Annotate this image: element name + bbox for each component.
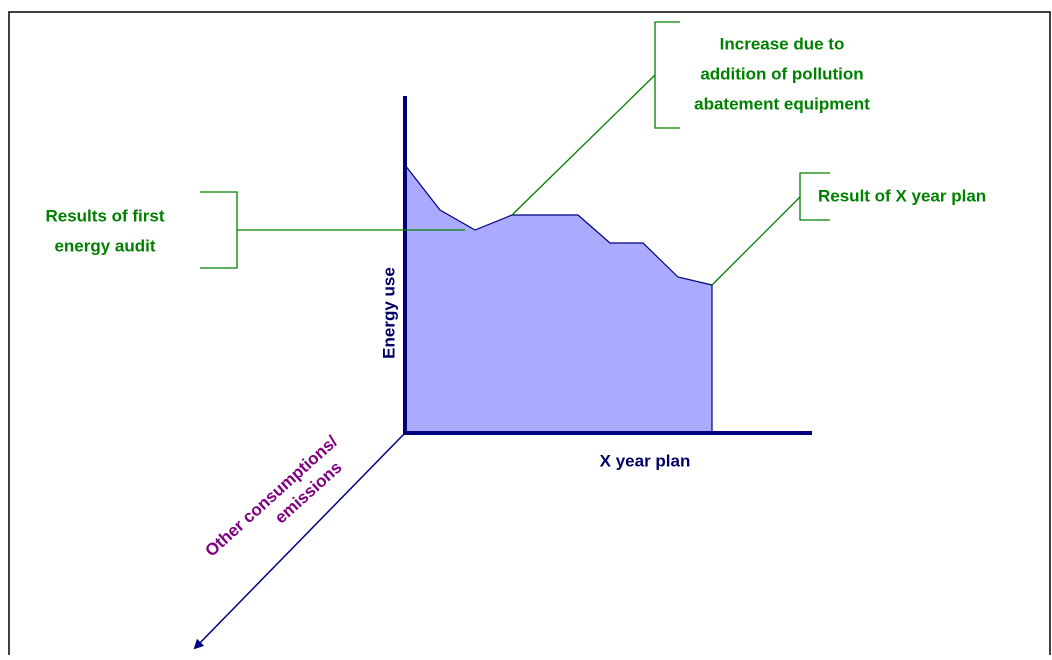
annotation: addition of pollution xyxy=(700,64,863,83)
frame xyxy=(8,11,1051,655)
callout-bracket xyxy=(200,191,465,269)
callout-bracket xyxy=(711,172,830,286)
annotation: Result of X year plan xyxy=(818,186,986,205)
z-axis xyxy=(193,432,406,650)
annotation: abatement equipment xyxy=(694,94,870,113)
z-axis-label: Other consumptions/ emissions xyxy=(201,432,345,561)
y-axis-label: Energy use xyxy=(379,267,398,359)
z-axis-label-line: Other consumptions/ xyxy=(201,432,341,561)
callout-bracket xyxy=(511,21,680,216)
energy-area xyxy=(404,163,713,434)
annotation: Increase due to xyxy=(720,34,845,53)
annotation: energy audit xyxy=(54,236,155,255)
annotation: Results of first xyxy=(45,206,164,225)
x-axis-label: X year plan xyxy=(600,451,691,470)
